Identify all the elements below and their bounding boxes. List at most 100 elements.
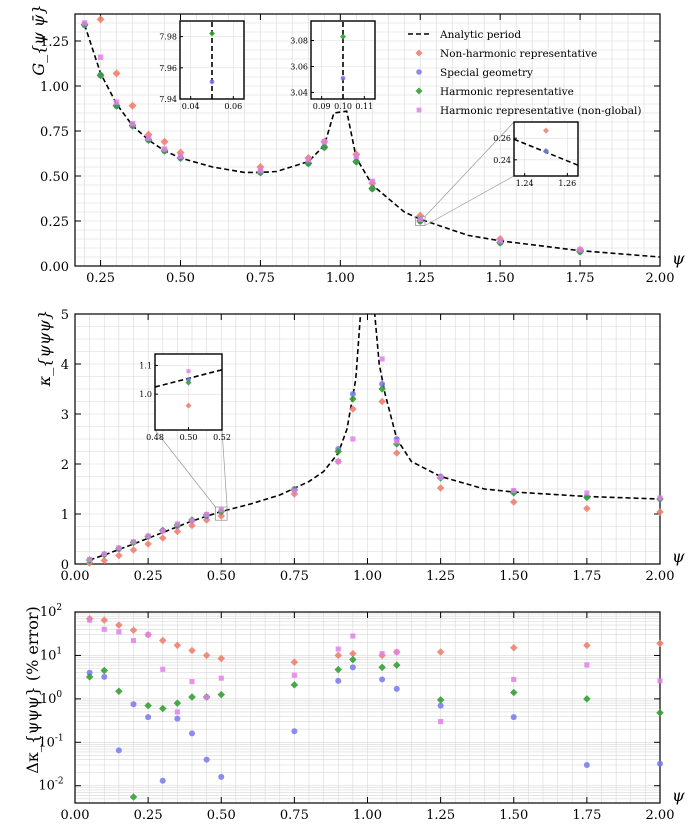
point-harmonic <box>349 395 357 403</box>
point-harmonic <box>85 673 94 681</box>
y-tick-label: 10-1 <box>38 733 63 750</box>
series-harmonic <box>80 20 585 256</box>
panel-error: 0.00 0.25 0.50 0.75 1.00 1.25 1.50 1.75 2.00 10-2… <box>23 603 685 823</box>
legend: Analytic period Non-harmonic representati… <box>408 29 641 117</box>
x-tick-label: 0.00 <box>61 569 90 584</box>
point-harmonic_nonglobal <box>87 556 93 563</box>
point-harmonic <box>217 690 225 699</box>
point-harmonic <box>144 701 152 710</box>
point-nonharmonic <box>510 644 518 652</box>
zoom-connector <box>221 429 228 508</box>
x-tick-label: 2.00 <box>646 569 675 584</box>
point-special <box>393 685 400 692</box>
point-nonharmonic <box>129 626 138 634</box>
series-harmonic_nonglobal <box>81 20 583 253</box>
inset-x-tick-label: 1.26 <box>558 179 576 188</box>
point-harmonic <box>583 695 591 703</box>
legend-swatch <box>415 49 423 57</box>
y-tick-label: 1.25 <box>40 35 69 50</box>
y-axis-label: Δκ_{ψψψ} (% error) <box>23 606 42 773</box>
point-special <box>583 761 590 768</box>
point-special <box>437 702 444 709</box>
point-special <box>291 728 298 735</box>
inset-x-tick-label: 0.11 <box>355 102 373 111</box>
point-harmonic_nonglobal <box>577 247 583 253</box>
x-tick-label: 0.75 <box>280 808 309 823</box>
point-harmonic_nonglobal <box>657 495 663 501</box>
point-harmonic_nonglobal <box>379 356 385 362</box>
point-harmonic <box>393 661 401 669</box>
point-nonharmonic <box>115 621 123 629</box>
point-nonharmonic <box>510 498 518 506</box>
point-nonharmonic <box>128 101 137 110</box>
grid <box>74 313 661 565</box>
point-harmonic <box>173 699 182 707</box>
inset: 0.04 0.06 7.94 7.96 7.98 <box>159 20 245 111</box>
series-nonharmonic <box>85 614 664 666</box>
inset-x-tick-label: 1.24 <box>516 179 534 188</box>
point-nonharmonic <box>188 521 196 530</box>
point-harmonic_nonglobal <box>511 676 517 682</box>
inset-x-tick-label: 0.52 <box>213 433 231 442</box>
point-harmonic_nonglobal <box>257 167 264 174</box>
point-harmonic_nonglobal <box>130 638 137 644</box>
point-nonharmonic <box>100 616 108 624</box>
point-harmonic <box>320 143 329 152</box>
point-harmonic_nonglobal <box>160 666 166 672</box>
inset-y-tick-label: 3.06 <box>290 63 308 72</box>
inset-y-tick-label: 1.0 <box>139 390 152 399</box>
point-nonharmonic <box>217 654 225 663</box>
point-harmonic <box>159 704 167 713</box>
legend-label: Harmonic representative (non-global) <box>440 105 641 117</box>
legend-label: Special geometry <box>440 67 533 79</box>
point-harmonic_nonglobal <box>97 54 104 60</box>
point-nonharmonic <box>115 551 123 560</box>
inset-y-tick-label: 7.94 <box>159 95 177 104</box>
point-nonharmonic <box>436 484 445 492</box>
y-tick-label: 0.50 <box>40 170 69 185</box>
point-nonharmonic <box>349 649 357 658</box>
point-harmonic <box>129 793 138 801</box>
y-tick-label: 100 <box>40 690 63 707</box>
x-tick-label: 0.75 <box>246 271 275 286</box>
x-tick-label: 0.25 <box>134 808 163 823</box>
x-axis-label: ψ <box>672 249 685 268</box>
y-tick-label: 2 <box>61 458 69 473</box>
point-harmonic_nonglobal <box>394 438 400 445</box>
inset-point-special <box>209 79 215 85</box>
point-harmonic_nonglobal <box>657 678 663 684</box>
point-harmonic <box>378 385 386 393</box>
inset-y-tick-label: 0.24 <box>493 156 511 165</box>
point-harmonic_nonglobal <box>321 139 328 145</box>
point-harmonic_nonglobal <box>174 709 180 715</box>
point-harmonic_nonglobal <box>81 20 88 26</box>
point-special <box>101 673 108 680</box>
point-harmonic_nonglobal <box>417 216 423 222</box>
legend-swatch <box>416 69 422 75</box>
legend-label: Analytic period <box>439 29 521 41</box>
zoom-box <box>415 216 426 226</box>
point-harmonic <box>290 681 299 689</box>
point-harmonic <box>334 447 342 456</box>
x-tick-label: 1.75 <box>572 808 601 823</box>
point-harmonic_nonglobal <box>177 153 184 159</box>
y-tick-label: 3 <box>61 408 69 423</box>
inset-x-tick-label: 0.48 <box>146 433 164 442</box>
point-harmonic_nonglobal <box>379 651 385 657</box>
point-harmonic <box>334 665 342 674</box>
point-special <box>145 714 152 721</box>
series-harmonic_nonglobal <box>87 356 663 563</box>
inset-y-tick-label: 7.96 <box>159 64 177 73</box>
point-harmonic_nonglobal <box>189 679 195 685</box>
point-nonharmonic <box>160 137 169 146</box>
point-harmonic_nonglobal <box>116 545 122 551</box>
point-harmonic_nonglobal <box>584 662 590 668</box>
point-harmonic_nonglobal <box>161 146 168 152</box>
point-special <box>349 664 356 671</box>
point-nonharmonic <box>100 556 108 565</box>
point-special <box>349 391 356 397</box>
point-harmonic <box>436 696 445 704</box>
point-nonharmonic <box>583 641 591 650</box>
series-harmonic <box>85 655 664 801</box>
